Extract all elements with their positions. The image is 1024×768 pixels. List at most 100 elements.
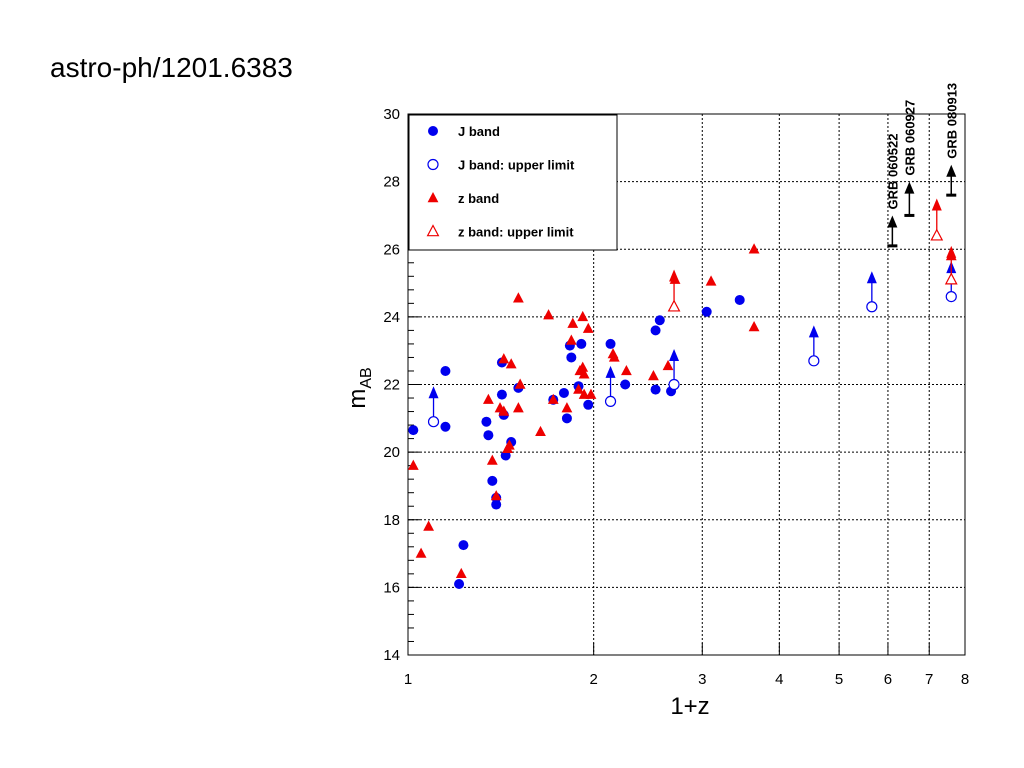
y-tick-label: 24	[383, 309, 400, 326]
z-band-point	[498, 353, 510, 364]
legend-label: J band	[458, 124, 500, 139]
z-band-point	[512, 402, 524, 413]
x-tick-label: 4	[775, 671, 783, 688]
z-band-point	[482, 393, 494, 404]
data-layer: GRB 060522 GRB 060927 GRB 080913	[407, 83, 959, 589]
j-band-point	[650, 384, 661, 395]
j-band-point	[496, 389, 507, 400]
legend-label: z band: upper limit	[458, 225, 574, 240]
y-tick-label: 26	[383, 241, 400, 258]
z-band-point	[490, 490, 502, 501]
j-band-point	[583, 399, 594, 410]
j-band-point	[558, 387, 569, 398]
z-band-point	[498, 405, 510, 416]
j-band-point	[458, 540, 469, 551]
z-band-point	[547, 393, 559, 404]
j-band-point	[650, 325, 661, 336]
z-band-point	[415, 547, 427, 558]
y-tick-label: 16	[383, 579, 400, 596]
j-limit-arrow-head	[866, 271, 877, 284]
j-limit-arrow-head	[428, 386, 439, 399]
y-axis-label-subscript: AB	[358, 367, 375, 388]
j-band-point	[620, 379, 631, 390]
x-tick-label: 7	[925, 671, 933, 688]
y-axis-label-main: m	[344, 389, 371, 409]
j-band-upper-limit-point	[808, 355, 820, 367]
z-band-point	[514, 378, 526, 389]
y-tick-label: 14	[383, 647, 400, 664]
z-band-point	[535, 425, 546, 437]
grb-label: GRB 080913	[944, 83, 959, 159]
z-band-upper-limit-point	[944, 272, 958, 285]
grb-label: GRB 060927	[902, 100, 917, 176]
z-band-point	[705, 275, 717, 286]
grb-limit-arrow-head	[887, 215, 898, 228]
j-band-point	[440, 421, 451, 432]
z-band-point	[582, 322, 594, 333]
j-band-upper-limit-point	[866, 301, 878, 313]
z-band-point	[423, 520, 435, 531]
z-band-point	[561, 402, 573, 413]
j-band-point	[561, 413, 572, 424]
y-tick-label: 28	[383, 174, 400, 191]
legend-label: J band: upper limit	[458, 158, 575, 173]
z-band-point	[503, 439, 515, 450]
axis-ticks: 1 2 3 4 5 6 7 8 14 16 18 20 22 24 26 28 30	[383, 106, 969, 688]
j-band-point	[734, 294, 745, 305]
z-band-point	[505, 358, 517, 369]
j-band-point	[487, 475, 498, 486]
x-tick-label: 1	[404, 671, 412, 688]
y-axis-label: mAB	[344, 367, 375, 408]
z-band-point	[578, 368, 590, 379]
z-band-point	[407, 459, 419, 470]
x-tick-label: 3	[698, 671, 706, 688]
j-band-point	[481, 416, 492, 427]
j-band-upper-limit-point	[427, 416, 440, 428]
j-limit-arrow-head	[605, 365, 616, 378]
z-band-point	[621, 364, 632, 376]
grb-limit-arrow-head	[946, 164, 957, 177]
y-tick-label: 18	[383, 512, 400, 529]
legend-marker-z-upper-limit	[426, 224, 440, 237]
z-band-point	[585, 388, 597, 399]
grb-label: GRB 060522	[885, 134, 900, 210]
z-band-point	[662, 359, 674, 371]
z-band-point	[543, 309, 554, 320]
z-band-point	[573, 383, 584, 394]
y-tick-label: 30	[383, 106, 400, 123]
source-label: astro-ph/1201.6383	[50, 52, 293, 83]
z-band-point	[578, 388, 590, 399]
x-tick-label: 8	[961, 671, 969, 688]
legend-marker-z-band	[427, 192, 439, 203]
j-limit-arrow-head	[669, 348, 680, 361]
z-band-point	[567, 317, 579, 328]
z-band-upper-limit-point	[930, 228, 944, 241]
label-mask	[341, 48, 355, 88]
j-band-point	[483, 430, 494, 441]
z-band-point	[648, 370, 659, 381]
z-band-point	[748, 243, 760, 254]
z-band-point	[455, 567, 467, 579]
legend-marker-j-band	[428, 126, 438, 136]
z-band-point	[608, 351, 620, 362]
j-band-point	[701, 306, 712, 317]
j-band-upper-limit-point	[945, 290, 957, 303]
j-band-point	[566, 352, 577, 363]
legend: J band J band: upper limit z band z band: u…	[408, 114, 618, 251]
grb-limit-arrow-head	[904, 181, 915, 194]
j-band-upper-limit-point	[668, 378, 680, 391]
j-band-point	[654, 315, 665, 326]
j-band-point	[491, 499, 502, 510]
z-band-point	[565, 334, 577, 345]
plot-frame	[407, 113, 966, 656]
j-band-point	[576, 338, 587, 349]
j-band-point	[454, 578, 465, 589]
z-band-point	[748, 321, 760, 332]
j-band-point	[440, 365, 451, 376]
x-tick-label: 6	[884, 671, 892, 688]
j-band-point	[500, 450, 511, 461]
z-band-point	[512, 292, 524, 303]
legend-box	[408, 114, 618, 251]
z-band-point	[945, 250, 957, 261]
